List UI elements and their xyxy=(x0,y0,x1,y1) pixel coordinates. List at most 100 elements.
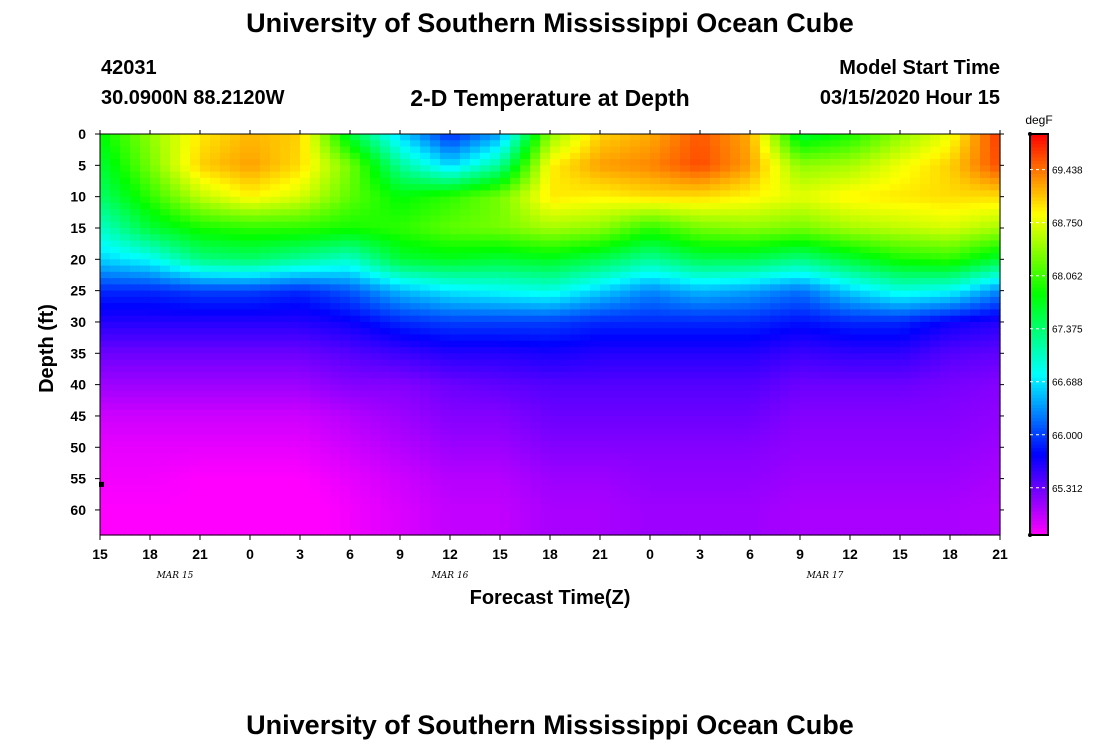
heatmap-cell xyxy=(480,215,491,223)
heatmap-cell xyxy=(650,397,661,405)
heatmap-cell xyxy=(430,434,441,442)
heatmap-cell xyxy=(270,466,281,473)
heatmap-cell xyxy=(770,491,781,499)
heatmap-cell xyxy=(730,497,741,505)
heatmap-cell xyxy=(640,447,651,455)
heatmap-cell xyxy=(490,265,501,273)
heatmap-cell xyxy=(620,422,631,430)
heatmap-cell xyxy=(640,353,651,361)
heatmap-cell xyxy=(500,453,511,461)
heatmap-cell xyxy=(190,146,201,154)
heatmap-cell xyxy=(180,453,191,461)
heatmap-cell xyxy=(820,328,831,336)
heatmap-cell xyxy=(740,177,751,185)
heatmap-cell xyxy=(340,328,351,336)
heatmap-cell xyxy=(140,215,151,223)
heatmap-cell xyxy=(510,447,521,455)
heatmap-cell xyxy=(380,441,391,448)
heatmap-cell xyxy=(430,303,441,311)
heatmap-cell xyxy=(580,202,591,210)
heatmap-cell xyxy=(310,253,321,260)
heatmap-cell xyxy=(100,491,111,499)
heatmap-cell xyxy=(800,146,811,154)
heatmap-cell xyxy=(490,441,501,448)
heatmap-cell xyxy=(790,491,801,499)
heatmap-cell xyxy=(400,347,411,354)
heatmap-cell xyxy=(700,434,711,442)
heatmap-cell xyxy=(160,441,171,448)
heatmap-cell xyxy=(600,434,611,442)
heatmap-cell xyxy=(560,334,571,342)
heatmap-cell xyxy=(320,415,331,423)
heatmap-cell xyxy=(360,466,371,473)
heatmap-cell xyxy=(230,227,241,235)
heatmap-cell xyxy=(240,221,251,229)
heatmap-cell xyxy=(580,328,591,336)
heatmap-cell xyxy=(250,196,261,204)
heatmap-cell xyxy=(200,215,211,223)
heatmap-cell xyxy=(650,478,661,486)
heatmap-cell xyxy=(610,397,621,405)
heatmap-cell xyxy=(320,403,331,411)
heatmap-cell xyxy=(260,397,271,405)
heatmap-cell xyxy=(670,466,681,473)
heatmap-cell xyxy=(340,134,351,141)
heatmap-cell xyxy=(650,365,661,373)
heatmap-cell xyxy=(850,315,861,323)
heatmap-cell xyxy=(690,303,701,311)
heatmap-cell xyxy=(770,478,781,486)
heatmap-cell xyxy=(700,422,711,430)
heatmap-cell xyxy=(230,359,241,367)
heatmap-cell xyxy=(620,466,631,473)
heatmap-cell xyxy=(190,378,201,386)
heatmap-cell xyxy=(700,215,711,223)
heatmap-cell xyxy=(220,177,231,185)
heatmap-cell xyxy=(250,246,261,254)
heatmap-cell xyxy=(350,441,361,448)
heatmap-cell xyxy=(650,328,661,336)
heatmap-cell xyxy=(450,284,461,292)
heatmap-cell xyxy=(390,397,401,405)
heatmap-cell xyxy=(160,409,171,417)
heatmap-cell xyxy=(860,152,871,160)
heatmap-cell xyxy=(220,202,231,210)
heatmap-cell xyxy=(540,246,551,254)
heatmap-cell xyxy=(210,353,221,361)
heatmap-cell xyxy=(760,522,771,530)
heatmap-cell xyxy=(460,328,471,336)
heatmap-cell xyxy=(660,171,671,179)
heatmap-cell xyxy=(590,422,601,430)
heatmap-cell xyxy=(650,441,661,448)
heatmap-cell xyxy=(550,397,561,405)
heatmap-cell xyxy=(110,177,121,185)
heatmap-cell xyxy=(300,296,311,304)
heatmap-cell xyxy=(430,215,441,223)
heatmap-cell xyxy=(280,227,291,235)
heatmap-cell xyxy=(850,372,861,379)
heatmap-cell xyxy=(800,484,811,492)
heatmap-cell xyxy=(550,290,561,298)
heatmap-cell xyxy=(670,234,681,242)
heatmap-cell xyxy=(540,397,551,405)
heatmap-cell xyxy=(200,390,211,398)
heatmap-cell xyxy=(250,309,261,317)
heatmap-cell xyxy=(560,202,571,210)
heatmap-cell xyxy=(510,184,521,191)
heatmap-cell xyxy=(380,503,391,511)
heatmap-cell xyxy=(670,140,681,148)
heatmap-cell xyxy=(500,253,511,260)
heatmap-cell xyxy=(160,390,171,398)
heatmap-cell xyxy=(550,202,561,210)
heatmap-cell xyxy=(250,447,261,455)
heatmap-cell xyxy=(770,190,781,198)
heatmap-cell xyxy=(370,309,381,317)
heatmap-cell xyxy=(130,209,141,217)
heatmap-cell xyxy=(140,522,151,530)
heatmap-cell xyxy=(530,221,541,229)
heatmap-cell xyxy=(780,390,791,398)
heatmap-cell xyxy=(620,240,631,248)
heatmap-cell xyxy=(420,221,431,229)
heatmap-cell xyxy=(790,497,801,505)
heatmap-cell xyxy=(360,359,371,367)
heatmap-cell xyxy=(500,428,511,436)
